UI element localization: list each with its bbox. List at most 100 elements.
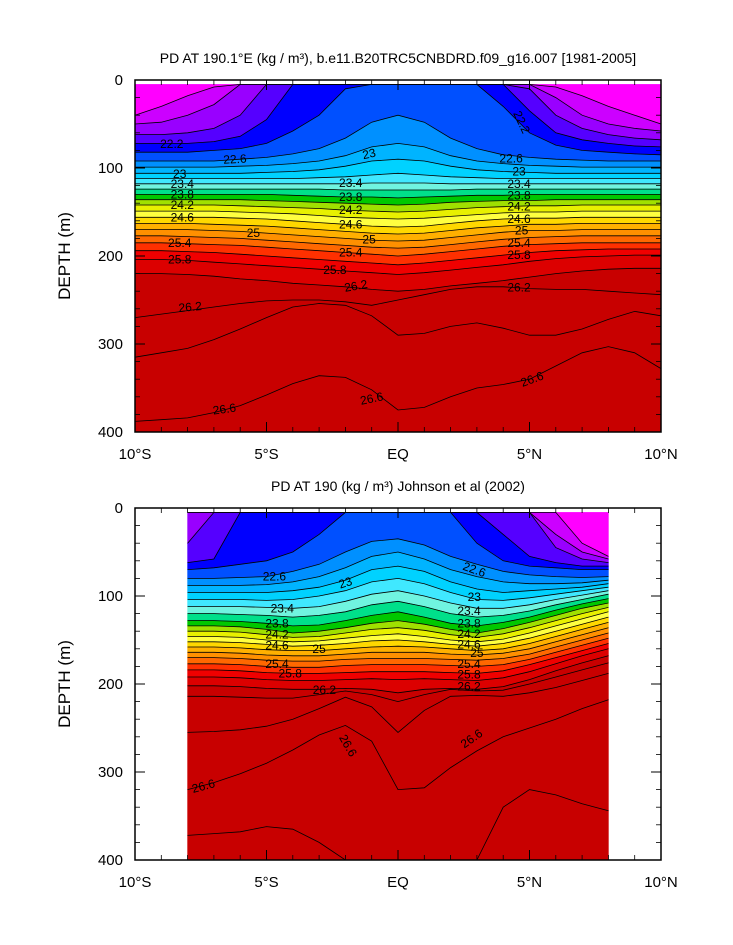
y-tick-label: 100 (98, 588, 123, 605)
contour-label: 23.8 (265, 616, 289, 630)
contour-label: 22.6 (263, 570, 287, 584)
x-tick-label: 5°N (517, 874, 542, 891)
contour-label: 26.2 (313, 683, 337, 697)
contour-label: 24.6 (339, 217, 363, 231)
contour-line (134, 346, 662, 422)
contour-line (135, 158, 661, 174)
y-tick-label: 400 (98, 852, 123, 869)
contour-line (187, 632, 609, 662)
contour-line (187, 616, 609, 647)
contour-line (187, 673, 609, 733)
contour-line (135, 223, 661, 235)
contour-line (135, 142, 661, 168)
contour-line (135, 204, 661, 213)
x-tick-label: 5°S (254, 446, 278, 463)
bottom-contour-fill (187, 512, 609, 861)
contour-label: 23.4 (339, 176, 363, 190)
bottom-chart-title: PD AT 190 (kg / m³) Johnson et al (2002) (271, 478, 525, 494)
y-tick-label: 400 (98, 424, 123, 441)
contour-label: 23.4 (457, 604, 481, 618)
contour-label: 23.4 (507, 177, 531, 191)
top-contour-fill (134, 84, 662, 433)
contour-line (187, 637, 609, 668)
contour-label: 25.4 (457, 657, 481, 671)
contour-label: 26.2 (178, 299, 203, 315)
contour-label: 24.2 (265, 628, 289, 642)
contour-label: 25.4 (507, 236, 531, 250)
contour-label: 25 (247, 226, 261, 240)
contour-label: 23.8 (507, 188, 531, 202)
x-tick-label: 10°S (119, 874, 152, 891)
contour-label: 24.2 (171, 198, 195, 212)
contour-line (135, 254, 661, 275)
contour-line (134, 286, 662, 318)
contour-label: 25.4 (265, 657, 289, 671)
contour-label: 25.8 (457, 667, 481, 681)
contour-line (187, 622, 609, 652)
contour-label: 25.8 (507, 248, 531, 262)
x-tick-label: 5°S (254, 874, 278, 891)
contour-line (134, 303, 662, 358)
contour-label: 26.6 (359, 389, 385, 408)
contour-label: 26.2 (507, 281, 531, 295)
contour-line (135, 248, 661, 266)
contour-line (135, 229, 661, 242)
contour-line (135, 267, 661, 292)
top-contour-lines (134, 84, 662, 422)
contour-line (187, 611, 609, 643)
contour-label: 23.8 (339, 190, 363, 204)
contour-label: 26.2 (457, 680, 481, 694)
contour-label: 24.6 (457, 637, 481, 651)
contour-line (187, 607, 609, 638)
contour-line (135, 235, 661, 249)
contour-line (135, 114, 661, 162)
contour-line (187, 565, 609, 593)
contour-line (135, 194, 661, 199)
x-tick-label: 10°N (644, 874, 678, 891)
contour-line (135, 242, 661, 257)
contour-label: 22.2 (160, 137, 184, 151)
contour-label: 25 (470, 646, 484, 660)
contour-label: 25.8 (323, 263, 347, 277)
contour-label: 23 (468, 590, 482, 604)
contour-label: 24.2 (507, 200, 531, 214)
contour-line (187, 590, 609, 609)
contour-label: 25.8 (279, 666, 303, 680)
contour-label: 25 (515, 224, 529, 238)
contour-line (187, 643, 609, 674)
top-contour-labels: 22.222.62323.423.824.224.62525.425.826.2… (160, 109, 546, 418)
contour-label: 22.6 (499, 151, 523, 165)
contour-line (187, 602, 609, 634)
contour-label: 23 (173, 167, 187, 181)
contour-label: 24.2 (457, 627, 481, 641)
contour-label: 22.6 (223, 152, 247, 167)
contour-label: 23.4 (271, 601, 295, 615)
contour-label: 24.6 (265, 638, 289, 652)
contour-line (135, 188, 661, 191)
x-tick-label: 10°S (119, 446, 152, 463)
top-y-axis-label: DEPTH (m) (55, 212, 74, 300)
contour-label: 23 (512, 165, 526, 179)
contour-line (135, 199, 661, 206)
contour-label: 25 (312, 642, 326, 656)
contour-line (187, 598, 609, 627)
contour-label: 24.6 (171, 210, 195, 224)
contour-line (187, 662, 609, 703)
contour-label: 24.6 (507, 212, 531, 226)
x-tick-label: EQ (387, 874, 409, 891)
contour-label: 26.6 (212, 400, 237, 417)
contour-line (187, 648, 609, 681)
contour-label: 24.2 (339, 203, 363, 217)
contour-label: 23.8 (457, 616, 481, 630)
y-tick-label: 200 (98, 676, 123, 693)
contour-line (187, 593, 609, 618)
contour-label: 26.6 (190, 776, 216, 796)
contour-line (187, 655, 609, 694)
top-axes: 10°S 5°S EQ 5°N 10°N 0 100 200 300 400 (98, 72, 678, 463)
y-tick-label: 0 (115, 500, 123, 517)
x-tick-label: EQ (387, 446, 409, 463)
y-tick-label: 100 (98, 160, 123, 177)
contour-line (187, 699, 609, 791)
